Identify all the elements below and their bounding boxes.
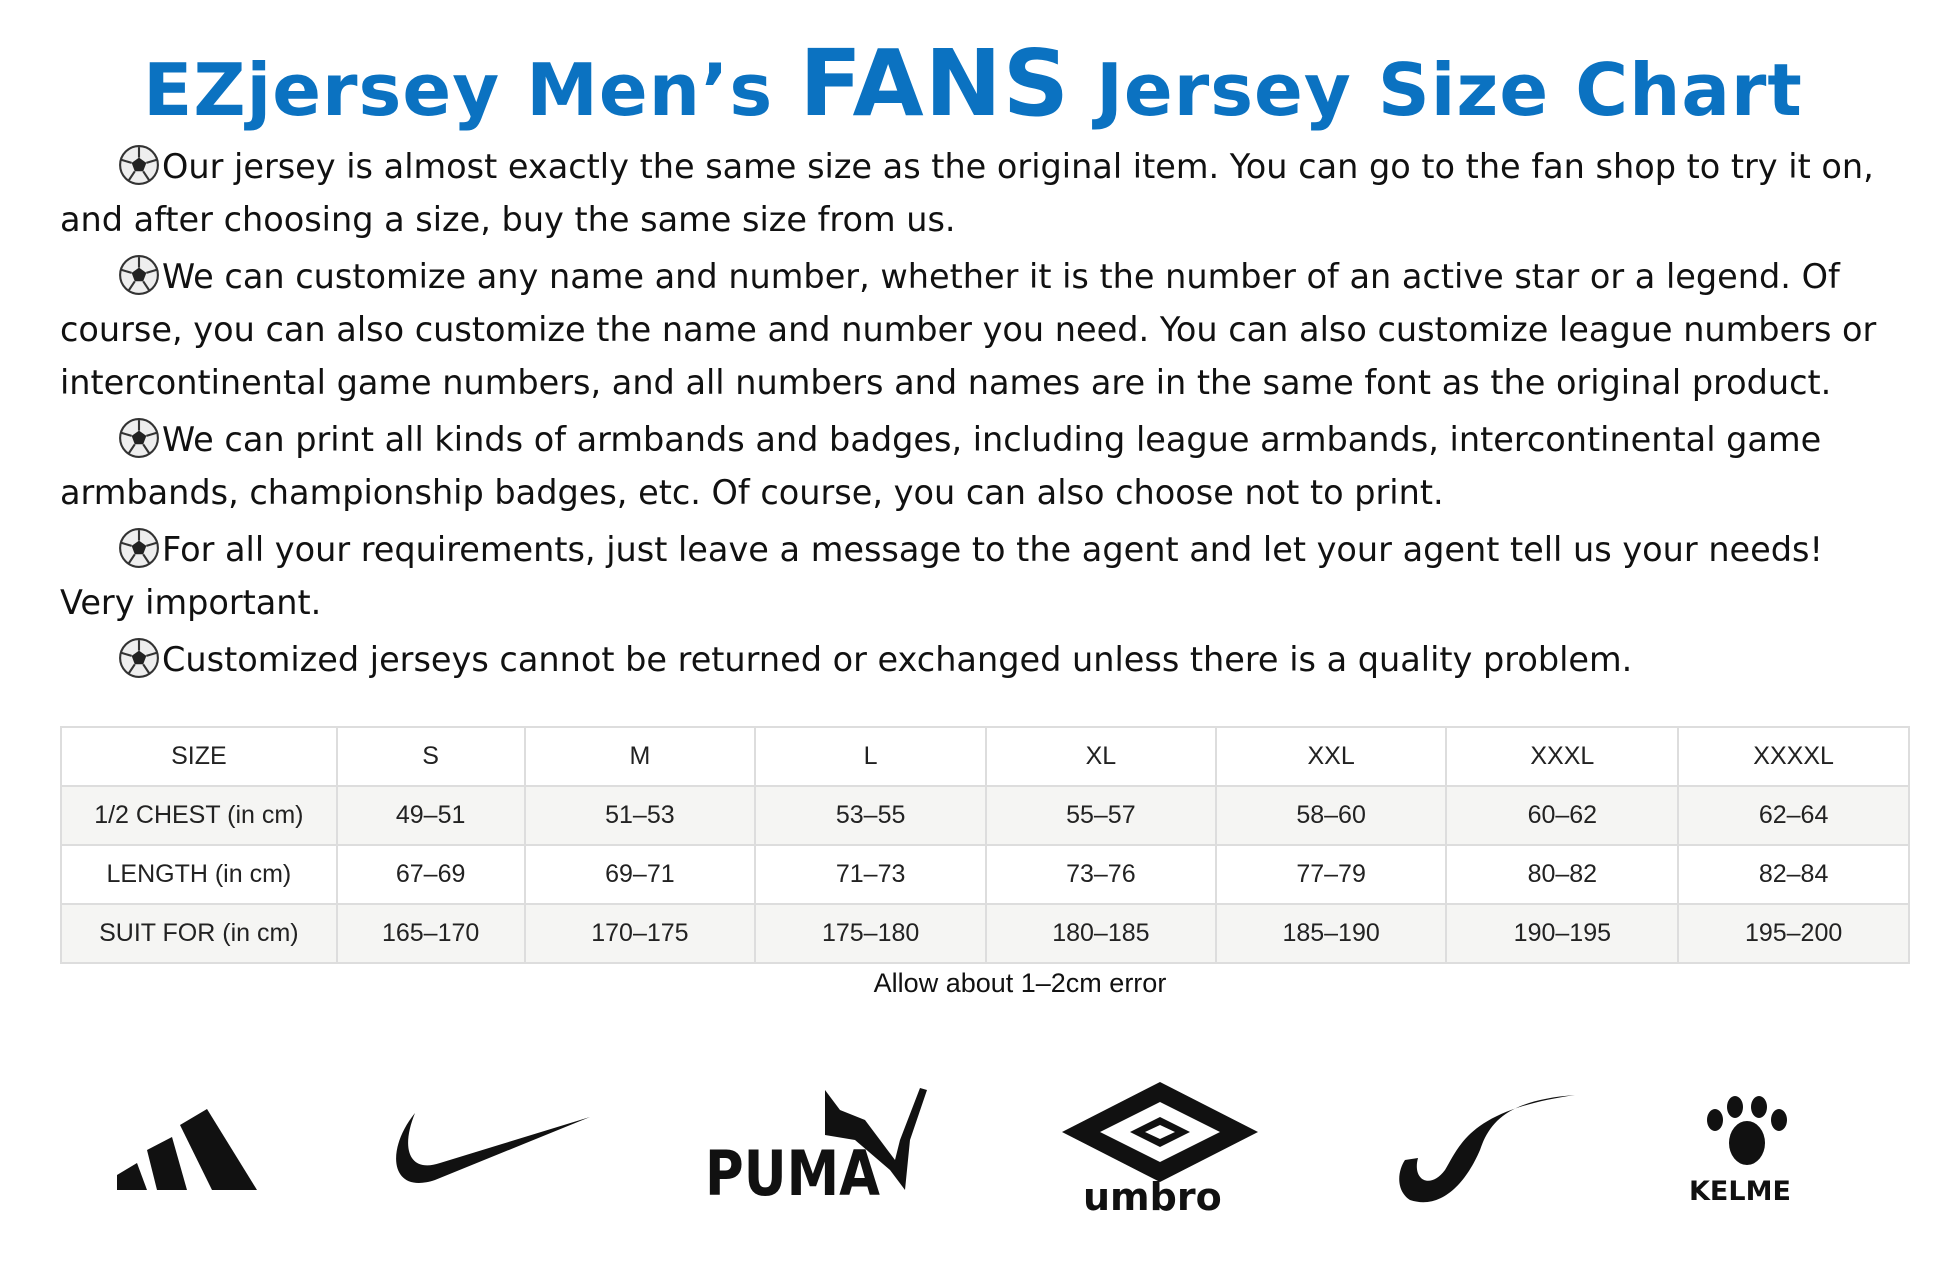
- size-chart-table: SIZE S M L XL XXL XXXL XXXXL 1/2 CHEST (in cm) 49…: [60, 726, 1910, 964]
- table-row: SUIT FOR (in cm) 165–170 170–175 175–180 180…: [60, 903, 1910, 964]
- table-cell: 53–55: [754, 785, 987, 846]
- table-row: 1/2 CHEST (in cm) 49–51 51–53 53–55 55–57 58–…: [60, 785, 1910, 846]
- info-paragraph: For all your requirements, just leave a …: [60, 523, 1890, 629]
- row-label: SUIT FOR (in cm): [60, 903, 338, 964]
- table-cell: 58–60: [1214, 785, 1448, 846]
- table-cell: XXXXL: [1677, 726, 1910, 787]
- row-label: SIZE: [60, 726, 338, 787]
- umbro-logo: umbro: [1062, 1082, 1258, 1215]
- row-label: 1/2 CHEST (in cm): [60, 785, 338, 846]
- table-cell: 71–73: [754, 844, 987, 905]
- umbro-wordmark: umbro: [1083, 1175, 1222, 1215]
- info-paragraph: We can customize any name and number, wh…: [60, 250, 1890, 409]
- table-cell: 80–82: [1445, 844, 1680, 905]
- page-title: EZjersey Men’s FANS Jersey Size Chart: [0, 30, 1946, 137]
- soccer-ball-icon: [119, 255, 159, 295]
- table-cell: 190–195: [1445, 903, 1680, 964]
- table-cell: 55–57: [985, 785, 1217, 846]
- table-cell: 60–62: [1445, 785, 1680, 846]
- joma-logo: [1399, 1095, 1575, 1203]
- table-cell: 82–84: [1677, 844, 1910, 905]
- row-label: LENGTH (in cm): [60, 844, 338, 905]
- soccer-ball-icon: [119, 418, 159, 458]
- table-cell: 49–51: [335, 785, 526, 846]
- table-cell: 62–64: [1677, 785, 1910, 846]
- table-cell: 77–79: [1214, 844, 1448, 905]
- table-cell: 195–200: [1677, 903, 1910, 964]
- title-part3: Jersey Size Chart: [1070, 48, 1803, 132]
- table-cell: XXXL: [1445, 726, 1680, 787]
- paragraph-text: We can print all kinds of armbands and b…: [60, 420, 1822, 512]
- soccer-ball-icon: [119, 638, 159, 678]
- puma-wordmark: PUMA: [705, 1137, 880, 1205]
- title-part2: FANS: [799, 30, 1070, 137]
- table-cell: XL: [985, 726, 1217, 787]
- paragraph-text: Customized jerseys cannot be returned or…: [162, 640, 1633, 679]
- kelme-wordmark: KELME: [1689, 1176, 1791, 1205]
- description: Our jersey is almost exactly the same si…: [60, 140, 1890, 690]
- info-paragraph: Our jersey is almost exactly the same si…: [60, 140, 1890, 246]
- table-cell: L: [754, 726, 987, 787]
- table-cell: XXL: [1214, 726, 1448, 787]
- table-cell: S: [335, 726, 526, 787]
- nike-logo: [396, 1113, 590, 1183]
- table-cell: 51–53: [523, 785, 757, 846]
- table-cell: 185–190: [1214, 903, 1448, 964]
- header-row: SIZE S M L XL XXL XXXL XXXXL: [60, 726, 1910, 787]
- paragraph-text: We can customize any name and number, wh…: [60, 257, 1877, 402]
- title-part1: EZjersey Men’s: [143, 48, 800, 132]
- table-row: LENGTH (in cm) 67–69 69–71 71–73 73–76 77–79 8…: [60, 844, 1910, 905]
- table-cell: 170–175: [523, 903, 757, 964]
- paragraph-text: Our jersey is almost exactly the same si…: [60, 147, 1874, 239]
- soccer-ball-icon: [119, 145, 159, 185]
- table-cell: 175–180: [754, 903, 987, 964]
- puma-logo: PUMA: [705, 1088, 927, 1205]
- table-cell: 180–185: [985, 903, 1217, 964]
- info-paragraph: Customized jerseys cannot be returned or…: [60, 633, 1890, 686]
- table-cell: 69–71: [523, 844, 757, 905]
- info-paragraph: We can print all kinds of armbands and b…: [60, 413, 1890, 519]
- paragraph-text: For all your requirements, just leave a …: [60, 530, 1823, 622]
- table-cell: M: [523, 726, 757, 787]
- kelme-logo: KELME: [1689, 1096, 1791, 1205]
- adidas-logo: [117, 1109, 257, 1190]
- soccer-ball-icon: [119, 528, 159, 568]
- table-cell: 73–76: [985, 844, 1217, 905]
- error-note: Allow about 1–2cm error: [873, 968, 1167, 998]
- table-cell: 165–170: [335, 903, 526, 964]
- table-cell: 67–69: [335, 844, 526, 905]
